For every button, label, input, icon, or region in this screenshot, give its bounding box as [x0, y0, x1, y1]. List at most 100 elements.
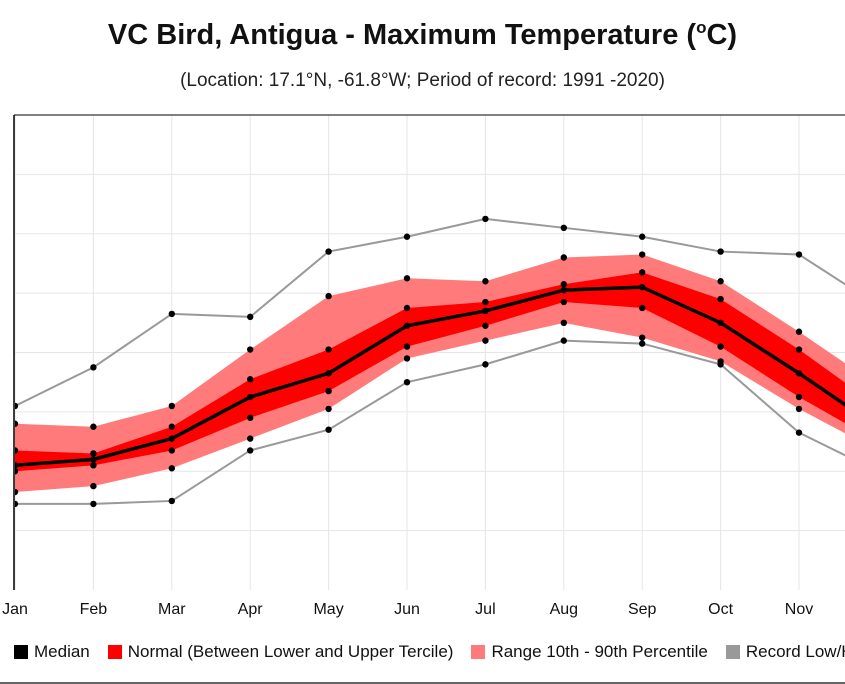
legend-swatch-range [471, 645, 486, 659]
record-low-point [560, 337, 567, 344]
p90-point [325, 292, 332, 300]
p10-point [482, 337, 489, 344]
p10-point [639, 334, 646, 341]
x-tick-label: Feb [80, 601, 108, 618]
record-low-point [403, 378, 411, 386]
median-point [90, 456, 97, 463]
lower-tercile-point [90, 462, 97, 469]
record-high-point [15, 402, 19, 410]
lower-tercile-point [15, 468, 19, 475]
x-tick-label: Jan [2, 601, 28, 618]
legend-label-range: Range 10th - 90th Percentile [491, 642, 708, 661]
record-high-point [795, 251, 803, 258]
lower-tercile-point [717, 343, 724, 350]
x-tick-label: Mar [158, 601, 186, 618]
frame-bottom-border [0, 682, 845, 684]
record-high-point [90, 364, 97, 371]
median-point [795, 370, 803, 377]
p90-point [403, 275, 411, 282]
legend-item-median: Median [14, 642, 90, 662]
upper-tercile-point [560, 281, 567, 288]
upper-tercile-point [639, 269, 646, 276]
p10-point [325, 405, 332, 413]
median-point [639, 283, 646, 291]
lower-tercile-point [325, 387, 332, 395]
record-high-point [639, 233, 646, 240]
x-tick-label: Nov [785, 601, 813, 618]
record-high-point [717, 248, 724, 255]
lower-tercile-point [403, 343, 411, 350]
legend-item-normal: Normal (Between Lower and Upper Tercile) [107, 642, 453, 662]
p90-point [560, 254, 567, 261]
median-point [15, 462, 19, 469]
record-high-point [168, 310, 175, 318]
lower-tercile-point [560, 298, 567, 306]
p10-point [15, 488, 19, 496]
p10-point [717, 358, 724, 365]
upper-tercile-point [482, 298, 489, 306]
upper-tercile-point [15, 447, 19, 454]
legend-swatch-record [725, 645, 740, 659]
upper-tercile-point [325, 346, 332, 353]
median-point [403, 322, 411, 329]
p90-point [482, 278, 489, 285]
chart-title-degree: o [696, 18, 707, 37]
legend-swatch-normal [107, 645, 122, 659]
record-low-point [247, 447, 254, 454]
upper-tercile-point [90, 450, 97, 457]
p10-point [403, 355, 411, 362]
record-low-point [325, 426, 332, 433]
record-low-point [639, 340, 646, 347]
upper-tercile-point [795, 346, 803, 353]
p90-point [639, 251, 646, 258]
median-point [560, 286, 567, 294]
p90-point [15, 420, 19, 427]
record-high-point [325, 248, 332, 255]
x-tick-label: Jul [475, 601, 495, 618]
median-point [247, 393, 254, 401]
record-high-point [247, 313, 254, 321]
upper-tercile-point [403, 304, 411, 312]
upper-tercile-point [247, 376, 254, 383]
record-high-point [482, 215, 489, 223]
x-tick-label: Jun [394, 601, 420, 618]
record-low-point [90, 500, 97, 508]
p10-point [247, 435, 254, 442]
p10-point [90, 482, 97, 490]
p10-point [795, 405, 803, 413]
p90-point [247, 346, 254, 353]
p90-point [168, 402, 175, 410]
x-tick-label: Apr [238, 601, 264, 618]
legend-label-median: Median [34, 642, 90, 661]
lower-tercile-point [247, 414, 254, 422]
legend-swatch-median [14, 645, 28, 659]
median-point [717, 319, 724, 327]
lower-tercile-point [639, 304, 646, 312]
range-10-90-band [15, 254, 845, 493]
record-low-point [482, 361, 489, 368]
x-tick-label: Aug [550, 601, 578, 618]
chart-title: VC Bird, Antigua - Maximum Temperature (… [0, 18, 845, 52]
chart-title-text: VC Bird, Antigua - Maximum Temperature ( [107, 19, 697, 51]
p90-point [90, 423, 97, 430]
p90-point [795, 328, 803, 335]
median-line [15, 285, 845, 468]
legend-item-range: Range 10th - 90th Percentile [471, 642, 708, 662]
legend-item-record: Record Low/High [725, 642, 845, 662]
record-low-point [168, 497, 175, 505]
x-tick-label: May [313, 601, 343, 618]
lower-tercile-point [795, 393, 803, 401]
chart-title-unit: C) [706, 19, 738, 51]
median-point [482, 307, 489, 315]
median-point [325, 370, 332, 377]
legend-label-record: Record Low/High [745, 642, 845, 661]
record-high-point [560, 224, 567, 232]
record-low-point [795, 429, 803, 436]
record-low-point [15, 500, 19, 508]
lower-tercile-point [482, 322, 489, 329]
x-tick-label: Oct [708, 601, 733, 618]
record-high-line [15, 217, 845, 407]
upper-tercile-point [168, 423, 175, 430]
upper-tercile-point [717, 295, 724, 303]
